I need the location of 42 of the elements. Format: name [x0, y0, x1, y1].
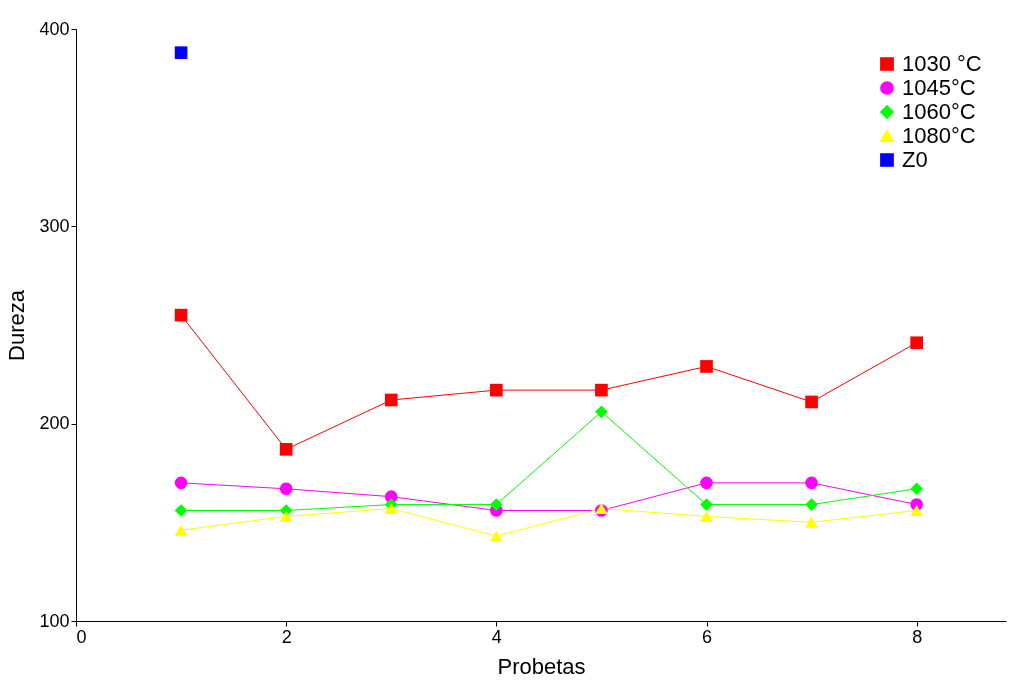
point	[805, 516, 818, 528]
y-tick-label: 100	[39, 610, 70, 631]
point	[279, 482, 293, 496]
point	[700, 360, 713, 373]
x-tick-label: 6	[702, 626, 713, 647]
y-tick-label: 300	[39, 215, 70, 236]
point	[805, 395, 818, 409]
point	[384, 503, 398, 514]
point	[174, 524, 188, 536]
point	[805, 476, 818, 490]
point	[174, 46, 188, 59]
point	[174, 308, 188, 322]
point	[910, 505, 923, 516]
point	[174, 476, 188, 490]
y-axis-title: Dureza	[4, 289, 30, 361]
point	[490, 383, 503, 397]
legend-label: Z0	[902, 147, 928, 172]
legend-label: 1045°C	[902, 75, 976, 100]
point	[279, 510, 293, 522]
point	[805, 498, 818, 511]
x-tick-label: 0	[76, 626, 87, 647]
y-tick-label: 200	[39, 413, 70, 434]
x-tick-label: 8	[912, 626, 923, 647]
point	[384, 393, 398, 407]
point	[595, 405, 608, 419]
point	[700, 498, 713, 511]
point	[279, 443, 293, 456]
point	[700, 510, 713, 522]
point	[490, 498, 503, 511]
x-tick-label: 4	[491, 626, 502, 647]
point	[910, 482, 923, 496]
point	[490, 530, 503, 542]
legend-label: 1080°C	[902, 123, 976, 148]
point	[174, 504, 188, 517]
point	[700, 476, 713, 490]
y-tick-label: 400	[39, 18, 70, 39]
legend-label: 1030 °C	[902, 51, 982, 76]
legend-label: 1060°C	[902, 99, 976, 124]
x-tick-label: 2	[281, 626, 292, 647]
point	[910, 336, 923, 350]
point	[595, 383, 608, 397]
x-axis-title: Probetas	[497, 653, 586, 679]
